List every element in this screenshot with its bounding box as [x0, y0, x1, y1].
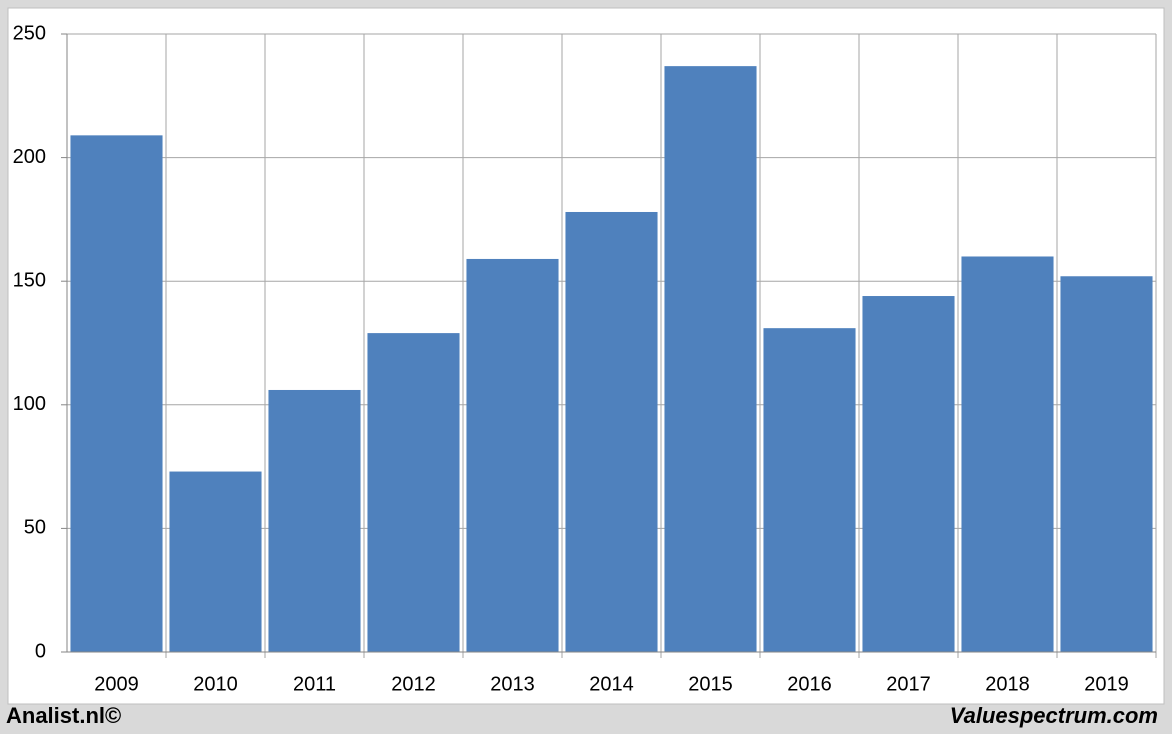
bar [862, 296, 955, 652]
bar [466, 258, 559, 652]
bar [169, 471, 262, 652]
x-tick-label: 2013 [490, 673, 535, 695]
y-tick-label: 50 [24, 517, 46, 539]
x-tick-label: 2012 [391, 673, 436, 695]
bar [70, 135, 163, 653]
y-tick-label: 0 [35, 640, 46, 662]
bar [664, 66, 757, 653]
x-tick-label: 2010 [193, 673, 238, 695]
x-tick-label: 2015 [688, 673, 733, 695]
x-tick-label: 2017 [886, 673, 931, 695]
x-tick-label: 2016 [787, 673, 832, 695]
footer-right: Valuespectrum.com [950, 703, 1158, 728]
x-tick-label: 2011 [293, 673, 336, 695]
bar [565, 211, 658, 652]
bar [268, 389, 361, 652]
y-tick-label: 150 [13, 269, 46, 291]
x-tick-label: 2019 [1084, 673, 1129, 695]
footer-left: Analist.nl© [6, 703, 121, 728]
y-tick-label: 200 [13, 146, 46, 168]
y-tick-label: 100 [13, 393, 46, 415]
bar [1060, 276, 1153, 652]
x-tick-label: 2018 [985, 673, 1030, 695]
y-tick-label: 250 [13, 22, 46, 44]
x-tick-label: 2009 [94, 673, 139, 695]
bar [763, 328, 856, 652]
bar [367, 333, 460, 652]
bar [961, 256, 1054, 652]
x-tick-label: 2014 [589, 673, 634, 695]
